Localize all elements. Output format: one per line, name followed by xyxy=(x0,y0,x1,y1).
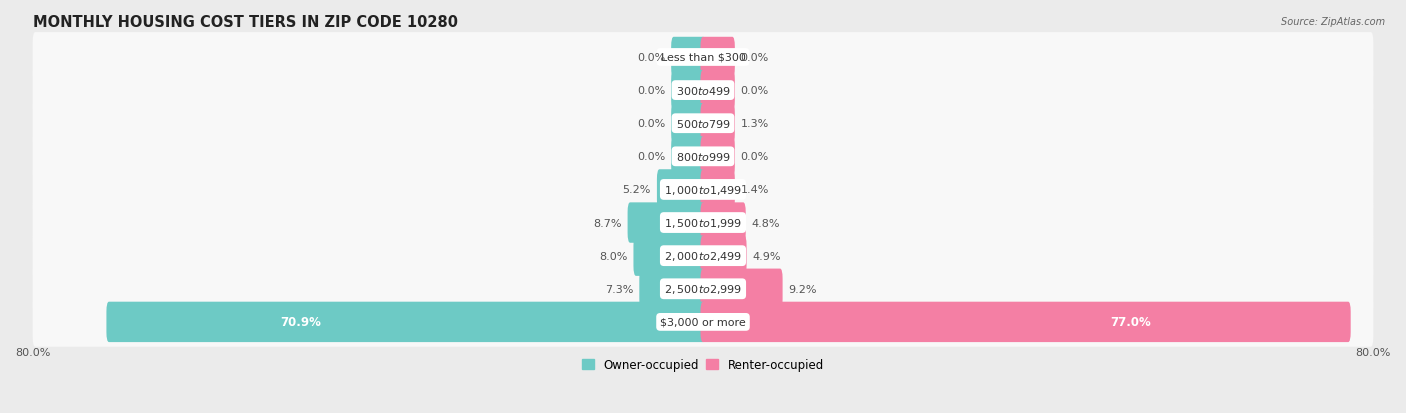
Text: 5.2%: 5.2% xyxy=(623,185,651,195)
Text: 0.0%: 0.0% xyxy=(637,119,665,129)
Text: $1,000 to $1,499: $1,000 to $1,499 xyxy=(664,183,742,197)
FancyBboxPatch shape xyxy=(700,269,783,309)
FancyBboxPatch shape xyxy=(32,165,1374,215)
FancyBboxPatch shape xyxy=(671,137,706,177)
FancyBboxPatch shape xyxy=(700,38,735,78)
Text: 0.0%: 0.0% xyxy=(741,86,769,96)
FancyBboxPatch shape xyxy=(32,264,1374,314)
Text: 4.8%: 4.8% xyxy=(752,218,780,228)
FancyBboxPatch shape xyxy=(32,132,1374,182)
FancyBboxPatch shape xyxy=(700,137,735,177)
Text: 0.0%: 0.0% xyxy=(637,53,665,63)
Text: 8.0%: 8.0% xyxy=(599,251,627,261)
Text: 9.2%: 9.2% xyxy=(789,284,817,294)
FancyBboxPatch shape xyxy=(32,198,1374,248)
FancyBboxPatch shape xyxy=(657,170,706,210)
FancyBboxPatch shape xyxy=(32,231,1374,281)
Text: 0.0%: 0.0% xyxy=(741,53,769,63)
FancyBboxPatch shape xyxy=(700,302,1351,342)
Text: 1.4%: 1.4% xyxy=(741,185,769,195)
Text: 1.3%: 1.3% xyxy=(741,119,769,129)
Text: 4.9%: 4.9% xyxy=(752,251,780,261)
Text: 0.0%: 0.0% xyxy=(637,86,665,96)
Text: Less than $300: Less than $300 xyxy=(661,53,745,63)
Text: 8.7%: 8.7% xyxy=(593,218,621,228)
Text: $2,500 to $2,999: $2,500 to $2,999 xyxy=(664,282,742,296)
Text: MONTHLY HOUSING COST TIERS IN ZIP CODE 10280: MONTHLY HOUSING COST TIERS IN ZIP CODE 1… xyxy=(32,15,458,30)
FancyBboxPatch shape xyxy=(32,33,1374,83)
Text: Source: ZipAtlas.com: Source: ZipAtlas.com xyxy=(1281,17,1385,26)
FancyBboxPatch shape xyxy=(671,38,706,78)
FancyBboxPatch shape xyxy=(32,66,1374,116)
Text: 7.3%: 7.3% xyxy=(605,284,634,294)
Text: $3,000 or more: $3,000 or more xyxy=(661,317,745,327)
FancyBboxPatch shape xyxy=(627,203,706,243)
FancyBboxPatch shape xyxy=(32,297,1374,347)
FancyBboxPatch shape xyxy=(700,236,747,276)
Text: 70.9%: 70.9% xyxy=(280,316,321,329)
Text: $2,000 to $2,499: $2,000 to $2,499 xyxy=(664,249,742,263)
Text: $1,500 to $1,999: $1,500 to $1,999 xyxy=(664,216,742,230)
FancyBboxPatch shape xyxy=(700,170,735,210)
Legend: Owner-occupied, Renter-occupied: Owner-occupied, Renter-occupied xyxy=(578,353,828,375)
FancyBboxPatch shape xyxy=(700,104,735,144)
Text: 0.0%: 0.0% xyxy=(741,152,769,162)
FancyBboxPatch shape xyxy=(671,104,706,144)
FancyBboxPatch shape xyxy=(700,71,735,111)
FancyBboxPatch shape xyxy=(634,236,706,276)
Text: $300 to $499: $300 to $499 xyxy=(675,85,731,97)
FancyBboxPatch shape xyxy=(671,71,706,111)
FancyBboxPatch shape xyxy=(32,99,1374,149)
FancyBboxPatch shape xyxy=(640,269,706,309)
FancyBboxPatch shape xyxy=(700,203,745,243)
Text: $800 to $999: $800 to $999 xyxy=(675,151,731,163)
Text: $500 to $799: $500 to $799 xyxy=(675,118,731,130)
FancyBboxPatch shape xyxy=(107,302,706,342)
Text: 77.0%: 77.0% xyxy=(1111,316,1152,329)
Text: 0.0%: 0.0% xyxy=(637,152,665,162)
